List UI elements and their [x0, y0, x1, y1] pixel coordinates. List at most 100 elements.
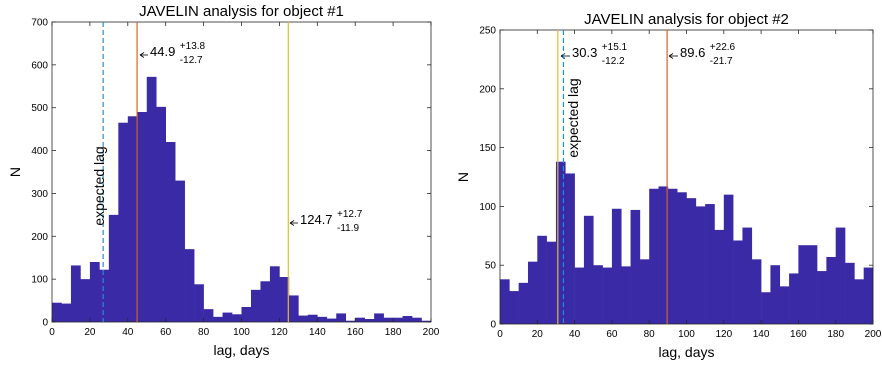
y-axis-label: N: [455, 172, 471, 182]
histogram-bar: [194, 284, 204, 322]
x-tick-label: 200: [423, 327, 440, 338]
histogram-bar: [667, 188, 678, 324]
chart-title: JAVELIN analysis for object #1: [139, 3, 344, 20]
histogram-bar: [317, 316, 328, 322]
histogram-bar: [184, 249, 195, 322]
y-tick-label: 400: [31, 146, 48, 157]
histogram-bar: [518, 282, 529, 324]
histogram-bar: [364, 319, 375, 322]
y-tick-label: 100: [31, 275, 48, 286]
histogram-bar: [383, 317, 394, 322]
histogram-bar: [127, 116, 138, 323]
histogram-bar: [326, 318, 337, 322]
histogram-bar: [298, 315, 309, 322]
histogram-bar: [70, 265, 81, 322]
arrow-head-icon: [289, 220, 295, 226]
histogram-bar: [630, 209, 641, 324]
histogram-bar: [108, 214, 119, 322]
histogram-bar: [156, 106, 166, 322]
histogram-bar: [602, 267, 613, 324]
x-axis-label: lag, days: [658, 344, 714, 360]
histogram-bar: [374, 313, 384, 322]
lag-lower-error: -21.7: [710, 56, 733, 67]
histogram-bar: [583, 215, 594, 324]
y-tick-label: 700: [31, 18, 48, 29]
histogram-bar: [761, 292, 771, 324]
histogram-bar: [770, 265, 781, 324]
histogram-bar: [742, 227, 753, 324]
histogram-bar: [232, 314, 242, 322]
histogram-bar: [241, 307, 252, 322]
x-tick-label: 200: [865, 329, 882, 340]
histogram-bar: [677, 192, 687, 324]
histogram-bar: [593, 265, 603, 324]
histogram-bar: [546, 241, 557, 324]
histogram-bar: [639, 259, 650, 324]
histogram-bar: [686, 198, 697, 324]
y-tick-label: 200: [31, 232, 48, 243]
histogram-bar: [279, 277, 290, 322]
histogram-bar: [649, 188, 659, 324]
histogram-bar: [393, 317, 403, 322]
histogram-bar: [658, 186, 669, 324]
x-tick-label: 60: [160, 327, 172, 338]
x-tick-label: 0: [49, 327, 55, 338]
histogram-bar: [402, 316, 413, 322]
lag-lower-error: -11.9: [337, 223, 359, 234]
x-tick-label: 180: [385, 327, 402, 338]
histogram-bar: [574, 267, 585, 324]
arrow-head-icon: [139, 52, 145, 58]
y-tick-label: 500: [31, 103, 48, 114]
histogram-bar: [817, 271, 827, 324]
histogram-bar: [89, 262, 100, 322]
histogram-bar: [213, 316, 223, 322]
histogram-bar: [565, 173, 575, 324]
lag-upper-error: +12.7: [337, 209, 363, 220]
y-tick-label: 100: [479, 202, 496, 213]
histogram-bar: [537, 235, 547, 324]
y-tick-label: 150: [479, 143, 496, 154]
histogram-bar: [52, 302, 62, 322]
histogram-bar: [307, 314, 318, 322]
histogram-bar: [714, 229, 725, 324]
y-tick-label: 0: [490, 320, 496, 331]
lag-lower-error: -12.2: [602, 56, 625, 67]
histogram-bar: [345, 320, 356, 322]
x-tick-label: 20: [84, 327, 96, 338]
histogram-bar: [500, 279, 510, 324]
y-axis-label: N: [7, 167, 23, 177]
lag-upper-error: +22.6: [710, 42, 736, 53]
histogram-bar: [723, 194, 734, 324]
y-tick-label: 250: [479, 26, 496, 37]
histogram-bar: [751, 259, 762, 324]
histogram-bar: [61, 303, 72, 322]
lag-estimate-label: 30.3: [572, 45, 597, 60]
histogram-bar: [260, 281, 271, 322]
histogram-bar: [355, 317, 365, 322]
histogram-bar: [555, 161, 566, 324]
chart-2: 0 20 40 60 80 100 120 140 160 180 200 0 50 100 150 200 2…: [455, 11, 882, 360]
y-tick-label: 0: [42, 318, 48, 329]
expected-lag-label: expected lag: [565, 78, 581, 157]
x-tick-label: 140: [753, 329, 770, 340]
x-tick-label: 40: [122, 327, 134, 338]
histogram-bar: [527, 261, 538, 324]
histogram-bar: [854, 279, 864, 324]
histogram-bar: [99, 269, 110, 322]
x-tick-label: 40: [569, 329, 581, 340]
histogram-bar: [509, 291, 519, 324]
x-tick-label: 20: [532, 329, 544, 340]
chart-title: JAVELIN analysis for object #2: [584, 11, 789, 28]
histogram-bar: [175, 180, 185, 322]
lag-upper-error: +13.8: [180, 41, 206, 52]
histogram-bar: [835, 227, 846, 324]
x-tick-label: 100: [678, 329, 695, 340]
histogram-bar: [611, 208, 622, 324]
histogram-bar: [733, 240, 743, 324]
histogram-bar: [789, 273, 799, 324]
histogram-bar: [621, 266, 631, 324]
histogram-bar: [826, 256, 836, 324]
histogram-bar: [165, 142, 176, 322]
histogram-bar: [807, 245, 818, 324]
x-tick-label: 120: [271, 327, 288, 338]
